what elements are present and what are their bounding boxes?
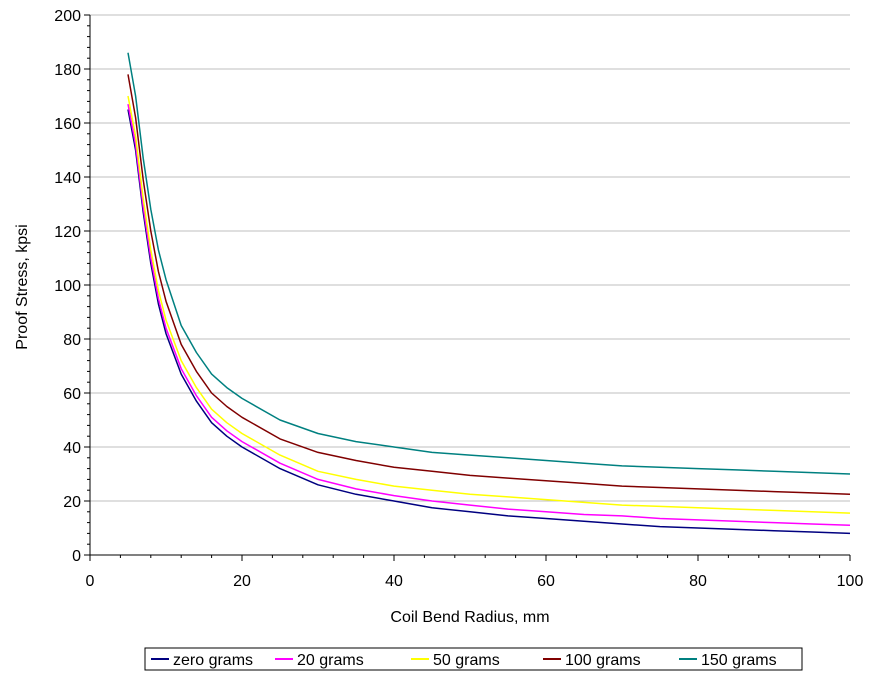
y-tick-label-4: 80 — [63, 332, 81, 349]
y-tick-label-0: 0 — [72, 548, 81, 565]
y-tick-label-6: 120 — [54, 224, 81, 241]
y-tick-label-5: 100 — [54, 278, 81, 295]
x-axis-ticks: 0 20 40 60 80 100 — [86, 555, 864, 590]
series-line-20-grams — [127, 103, 851, 527]
legend-label-100-grams: 100 grams — [565, 652, 641, 669]
x-tick-label-3: 60 — [537, 573, 555, 590]
x-axis-title: Coil Bend Radius, mm — [390, 609, 549, 626]
series-line-zero-grams — [127, 109, 851, 535]
y-axis-title: Proof Stress, kpsi — [14, 224, 31, 349]
series-line-150-grams — [127, 52, 851, 475]
y-tick-label-9: 180 — [54, 62, 81, 79]
y-tick-label-3: 60 — [63, 386, 81, 403]
x-tick-label-1: 20 — [233, 573, 251, 590]
series-lines — [127, 52, 851, 535]
legend: zero grams 20 grams 50 grams 100 grams 150 g… — [144, 647, 803, 671]
grid-lines — [90, 14, 850, 502]
y-tick-label-8: 160 — [54, 116, 81, 133]
x-tick-label-4: 80 — [689, 573, 707, 590]
y-tick-label-2: 40 — [63, 440, 81, 457]
legend-label-zero-grams: zero grams — [173, 652, 253, 669]
series-line-100-grams — [127, 74, 851, 496]
y-tick-label-1: 20 — [63, 494, 81, 511]
x-tick-label-2: 40 — [385, 573, 403, 590]
legend-label-150-grams: 150 grams — [701, 652, 777, 669]
x-tick-label-5: 100 — [837, 573, 864, 590]
y-tick-label-10: 200 — [54, 8, 81, 25]
legend-label-50-grams: 50 grams — [433, 652, 500, 669]
x-tick-label-0: 0 — [86, 573, 95, 590]
series-line-50-grams — [127, 95, 851, 514]
legend-label-20-grams: 20 grams — [297, 652, 364, 669]
y-axis-ticks: 0 20 40 60 80 100 120 140 160 180 200 — [54, 8, 90, 565]
legend-box — [144, 647, 803, 671]
y-tick-label-7: 140 — [54, 170, 81, 187]
